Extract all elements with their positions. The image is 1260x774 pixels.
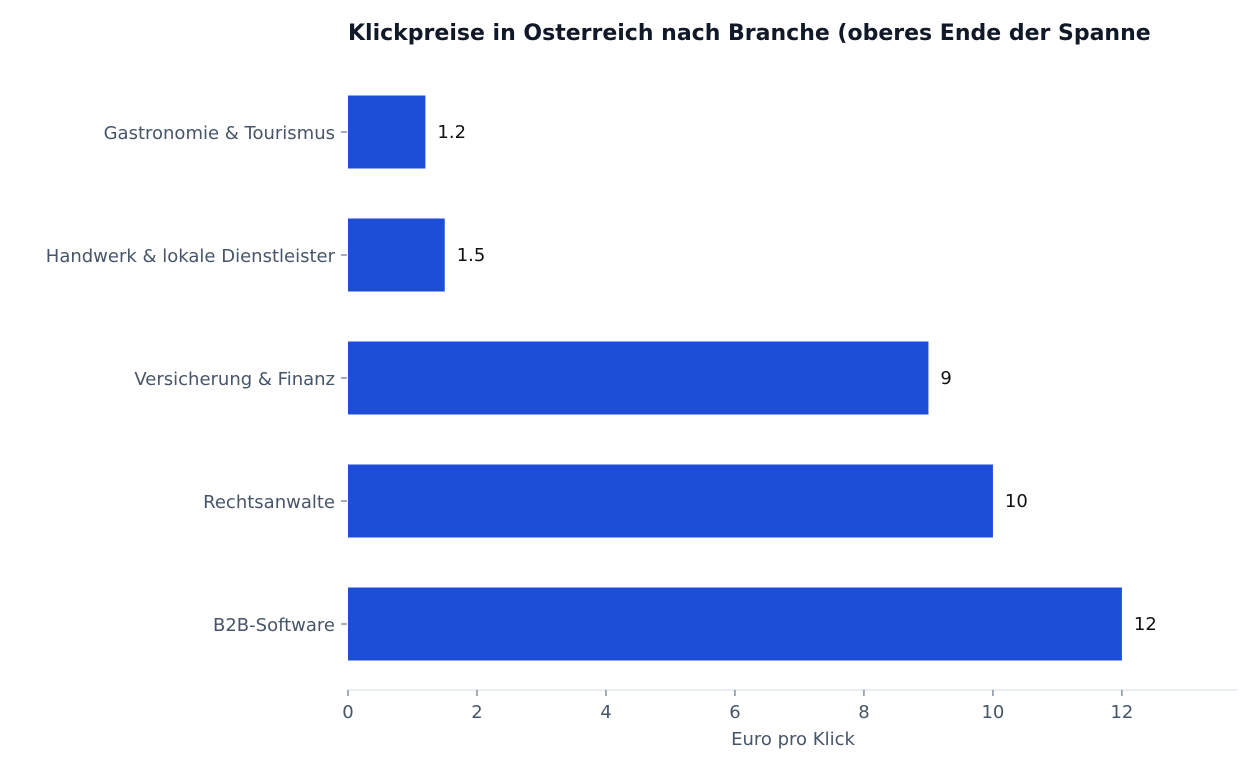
bar bbox=[348, 464, 993, 538]
x-axis-title: Euro pro Klick bbox=[731, 729, 855, 750]
chart-title: Klickpreise in Osterreich nach Branche (… bbox=[348, 21, 1151, 46]
x-axis: 0 2 4 6 8 10 12 bbox=[342, 689, 1238, 723]
value-label: 12 bbox=[1134, 614, 1157, 635]
value-label: 1.2 bbox=[437, 122, 466, 143]
category-label: B2B-Software bbox=[213, 615, 335, 636]
category-label: Gastronomie & Tourismus bbox=[104, 123, 335, 144]
bars-group: 1.2 1.5 9 10 12 bbox=[348, 95, 1157, 661]
x-tick-label: 2 bbox=[471, 702, 482, 723]
x-tick-label: 10 bbox=[981, 702, 1004, 723]
x-tick-label: 8 bbox=[858, 702, 869, 723]
value-label: 10 bbox=[1005, 491, 1028, 512]
x-tick-label: 4 bbox=[600, 702, 611, 723]
bar bbox=[348, 341, 929, 415]
value-label: 9 bbox=[940, 368, 951, 389]
x-tick-label: 0 bbox=[342, 702, 353, 723]
category-label: Versicherung & Finanz bbox=[134, 369, 335, 390]
bar bbox=[348, 218, 445, 292]
value-label: 1.5 bbox=[457, 245, 486, 266]
category-label: Rechtsanwalte bbox=[203, 492, 335, 513]
x-tick-label: 12 bbox=[1110, 702, 1133, 723]
bar bbox=[348, 95, 426, 169]
category-label: Handwerk & lokale Dienstleister bbox=[46, 246, 336, 267]
x-tick-label: 6 bbox=[729, 702, 740, 723]
bar bbox=[348, 587, 1122, 661]
y-axis: Gastronomie & Tourismus Handwerk & lokale… bbox=[46, 123, 347, 636]
